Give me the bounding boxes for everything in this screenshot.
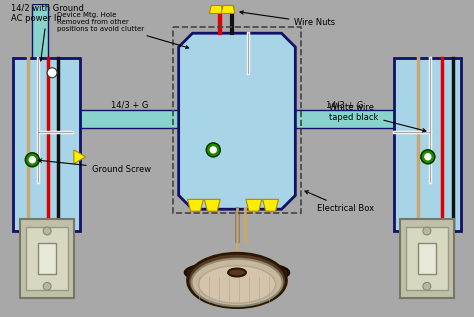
Bar <box>12 58 80 231</box>
Polygon shape <box>263 199 279 211</box>
Bar <box>173 27 301 213</box>
Bar <box>80 110 179 128</box>
Ellipse shape <box>199 266 275 303</box>
Polygon shape <box>179 33 295 209</box>
Polygon shape <box>188 199 203 211</box>
Text: Device Mtg. Hole
Removed from other
positions to avoid clutter: Device Mtg. Hole Removed from other posi… <box>57 12 189 49</box>
Circle shape <box>29 157 35 163</box>
Circle shape <box>206 143 220 157</box>
Circle shape <box>425 154 431 160</box>
Text: 14/3 + G: 14/3 + G <box>326 101 364 110</box>
Circle shape <box>421 150 435 164</box>
Text: 14/2 with Ground
AC power In: 14/2 with Ground AC power In <box>10 4 83 61</box>
Bar <box>406 227 447 290</box>
Circle shape <box>47 68 57 78</box>
Circle shape <box>43 227 51 235</box>
Bar <box>295 110 394 128</box>
Polygon shape <box>210 5 223 13</box>
Text: Wire Nuts: Wire Nuts <box>240 11 336 27</box>
Bar <box>27 227 68 290</box>
Circle shape <box>423 227 431 235</box>
Circle shape <box>43 282 51 290</box>
Circle shape <box>423 282 431 290</box>
Polygon shape <box>204 199 220 211</box>
Bar <box>400 219 454 298</box>
Ellipse shape <box>191 259 283 306</box>
Polygon shape <box>221 5 235 13</box>
Bar <box>394 58 462 231</box>
Bar <box>418 243 436 275</box>
Ellipse shape <box>188 253 286 307</box>
Bar <box>20 219 74 298</box>
Circle shape <box>26 153 39 167</box>
Circle shape <box>210 147 216 153</box>
Text: White wire
taped black: White wire taped black <box>329 103 426 132</box>
Ellipse shape <box>185 262 289 283</box>
Polygon shape <box>74 150 86 164</box>
Ellipse shape <box>228 268 246 276</box>
Text: Electrical Box: Electrical Box <box>305 191 374 213</box>
Polygon shape <box>246 199 262 211</box>
Bar <box>38 243 56 275</box>
Bar <box>32 3 48 78</box>
Text: 14/3 + G: 14/3 + G <box>110 101 148 110</box>
Text: Ground Screw: Ground Screw <box>38 159 151 174</box>
